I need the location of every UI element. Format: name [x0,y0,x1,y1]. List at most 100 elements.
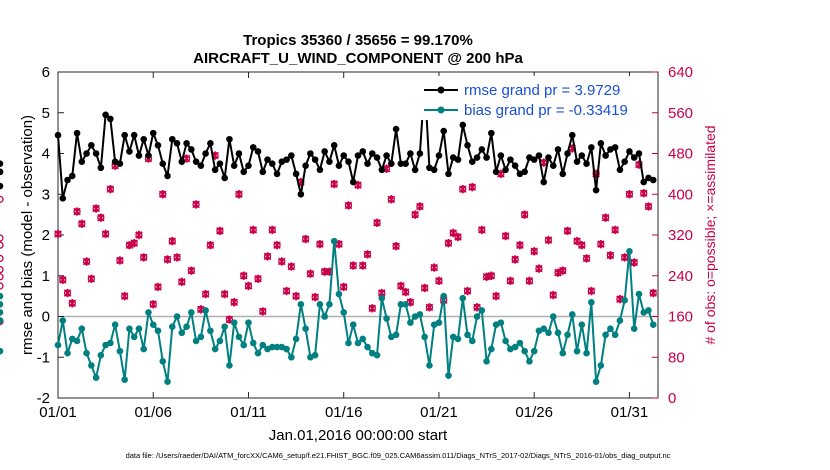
bias-point [216,337,224,345]
y-right-tick-label: 160 [668,309,693,326]
rmse-point [0,160,4,167]
rmse-point [483,154,490,161]
rmse-point [588,144,595,151]
y-right-tick-label: 480 [668,146,693,163]
obs-assimilated-marker [254,274,262,284]
obs-assimilated-marker [163,255,172,264]
bias-point [597,362,605,369]
rmse-point [183,140,190,147]
rmse-point [245,162,252,170]
bias-point [592,378,600,386]
rmse-point [311,156,319,163]
bias-point [373,351,381,359]
y-tick-label: -1 [37,349,50,366]
bias-point [0,347,4,355]
obs-assimilated-marker [582,254,591,263]
rmse-point [192,158,200,165]
obs-assimilated-marker [387,195,396,204]
bias-point [473,313,481,320]
obs-assimilated-marker [597,239,605,249]
obs-assimilated-marker [101,229,110,239]
y-axis-label: rmse and bias (model - observation) [19,115,36,355]
y-tick-label: 5 [42,105,50,122]
bias-point [468,337,476,345]
rmse-point [535,152,543,159]
obs-assimilated-marker [230,298,238,307]
obs-assimilated-marker [492,291,500,301]
obs-assimilated-marker [54,229,62,239]
bias-point [78,325,86,333]
bias-point [302,325,309,333]
bias-point [54,341,62,349]
rmse-point [302,162,309,170]
rmse-point [288,152,295,159]
bias-point [192,337,200,345]
obs-assimilated-marker [139,253,148,262]
rmse-point [102,111,109,119]
bias-point [97,351,105,359]
bias-point [154,327,162,335]
obs-assimilated-marker [68,299,77,308]
obs-assimilated-marker [411,210,419,219]
obs-assimilated-marker [487,271,496,280]
obs-assimilated-marker [206,240,215,250]
obs-assimilated-marker [478,225,486,235]
rmse-point [492,168,500,176]
rmse-point [88,142,95,149]
y-tick-label: 0 [42,309,50,326]
obs-assimilated-marker [87,274,96,284]
x-axis-label: Jan.01,2016 00:00:00 start [269,427,448,444]
rmse-point [468,158,476,165]
rmse-point [235,150,243,157]
obs-assimilated-marker [630,258,638,267]
obs-assimilated-marker [344,201,353,210]
rmse-point [383,152,390,159]
bias-point [530,347,538,355]
obs-assimilated-marker [149,300,158,309]
rmse-point [621,158,628,165]
obs-possible-marker [0,241,4,249]
rmse-point [221,174,228,182]
rmse-point [511,162,519,170]
obs-assimilated-marker [511,255,519,264]
rmse-point [497,152,505,159]
bias-point [321,313,328,320]
bias-point [602,331,609,339]
bias-point [407,319,414,326]
rmse-point [126,148,133,155]
obs-assimilated-marker [349,261,358,270]
legend-bias-label: bias grand pr = -0.33419 [464,102,628,119]
obs-assimilated-marker [282,286,291,296]
rmse-point [0,182,4,190]
obs-assimilated-marker [316,239,324,249]
rmse-point [440,127,448,135]
bias-point [140,345,148,353]
obs-assimilated-marker [273,240,281,250]
obs-assimilated-marker [544,235,553,245]
bias-point [549,313,557,320]
bias-point [240,341,248,349]
obs-assimilated-marker [363,250,372,259]
bias-point [273,343,281,351]
bias-point [345,339,352,347]
bias-point [121,376,128,383]
legend-rmse-label: rmse grand pr = 3.9729 [464,82,620,99]
obs-assimilated-marker [187,266,196,275]
bias-point [488,345,495,353]
obs-assimilated-marker [201,289,210,299]
rmse-point [626,148,633,155]
obs-assimilated-marker [601,213,610,222]
rmse-point [0,168,4,176]
bias-point [545,329,552,337]
bias-point [116,347,124,355]
bias-point [311,351,319,359]
rmse-point [611,144,619,151]
bias-point [254,349,262,357]
bias-point [626,248,633,255]
rmse-point [583,160,590,167]
bias-point [0,317,4,324]
rmse-point [488,129,495,137]
bias-point [521,347,528,355]
rmse-point [578,152,586,159]
obs-assimilated-marker [620,253,629,262]
